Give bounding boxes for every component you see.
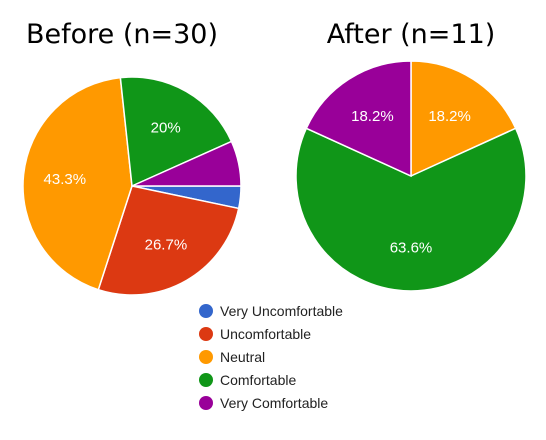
before-slice-neutral xyxy=(22,76,133,291)
after-data-label-very-comfortable: 18.2% xyxy=(351,108,394,125)
legend-item-neutral: Neutral xyxy=(199,349,265,365)
after-slice-neutral xyxy=(410,60,517,178)
legend-swatch-neutral xyxy=(199,350,213,364)
before-data-label-comfortable: 20% xyxy=(151,119,181,136)
before-data-label-neutral: 43.3% xyxy=(44,171,87,188)
before-slice-uncomfortable xyxy=(97,185,240,296)
after-chart-title: After (n=11) xyxy=(327,19,496,50)
legend-swatch-uncomfortable xyxy=(199,327,213,341)
legend-swatch-very-comfortable xyxy=(199,396,213,410)
before-chart-title: Before (n=30) xyxy=(26,19,218,50)
legend-label-neutral: Neutral xyxy=(220,349,265,365)
legend-label-comfortable: Comfortable xyxy=(220,372,296,388)
before-data-label-uncomfortable: 26.7% xyxy=(145,237,188,254)
legend-swatch-very-uncomfortable xyxy=(199,304,213,318)
legend-swatch-comfortable xyxy=(199,373,213,387)
legend: Very Uncomfortable Uncomfortable Neutral Co… xyxy=(199,303,343,411)
after-slice-comfortable xyxy=(295,127,527,292)
before-slice-comfortable xyxy=(119,76,233,188)
after-data-label-neutral: 18.2% xyxy=(428,108,471,125)
before-pie-chart: Before (n=30) 26.7% 43.3% 20% xyxy=(22,19,242,296)
after-data-label-comfortable: 63.6% xyxy=(390,239,433,256)
before-slice-very-comfortable xyxy=(131,140,242,187)
after-pie-chart: After (n=11) 18.2% 63.6% 18.2% xyxy=(295,19,527,292)
legend-item-very-uncomfortable: Very Uncomfortable xyxy=(199,303,343,319)
legend-label-very-comfortable: Very Comfortable xyxy=(220,395,328,411)
legend-item-very-comfortable: Very Comfortable xyxy=(199,395,328,411)
legend-label-uncomfortable: Uncomfortable xyxy=(220,326,311,342)
legend-item-uncomfortable: Uncomfortable xyxy=(199,326,311,342)
legend-label-very-uncomfortable: Very Uncomfortable xyxy=(220,303,343,319)
legend-item-comfortable: Comfortable xyxy=(199,372,296,388)
after-slice-very-comfortable xyxy=(305,60,412,178)
